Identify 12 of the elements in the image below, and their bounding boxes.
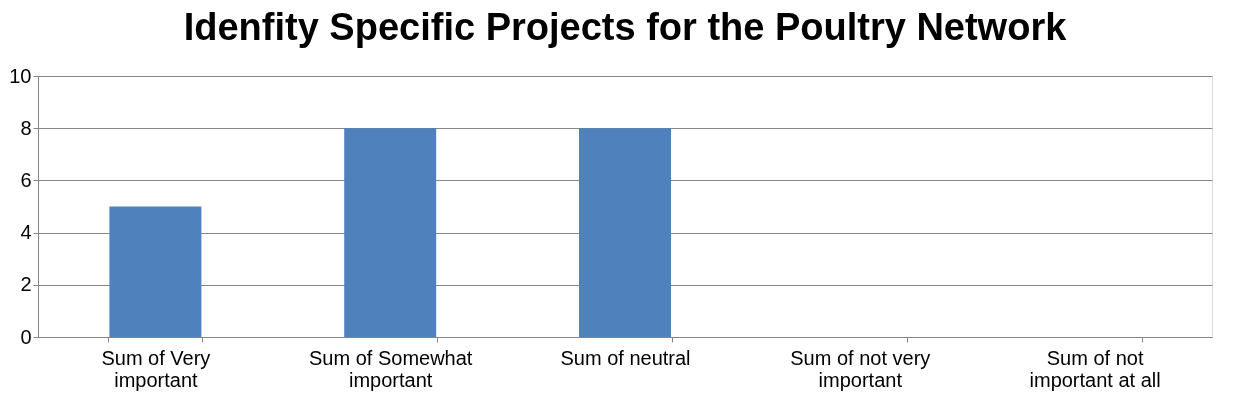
x-tick-label: Sum of Very important	[101, 346, 211, 391]
y-tick-label: 8	[20, 116, 32, 139]
y-tick-label: 2	[20, 273, 32, 296]
x-tick-label: Sum of not very important	[790, 346, 931, 391]
y-tick-label: 4	[20, 221, 32, 244]
x-tick-label: Sum of Somewhat important	[308, 346, 473, 391]
y-tick-label: 10	[9, 64, 32, 87]
x-tick-label: Sum of not important at all	[1029, 346, 1161, 391]
x-tick-label: Sum of neutral	[560, 346, 691, 369]
chart-title: Idenfity Specific Projects for the Poultry Network	[183, 6, 1068, 48]
y-tick-label: 0	[20, 325, 32, 348]
y-tick-label: 6	[20, 168, 32, 191]
